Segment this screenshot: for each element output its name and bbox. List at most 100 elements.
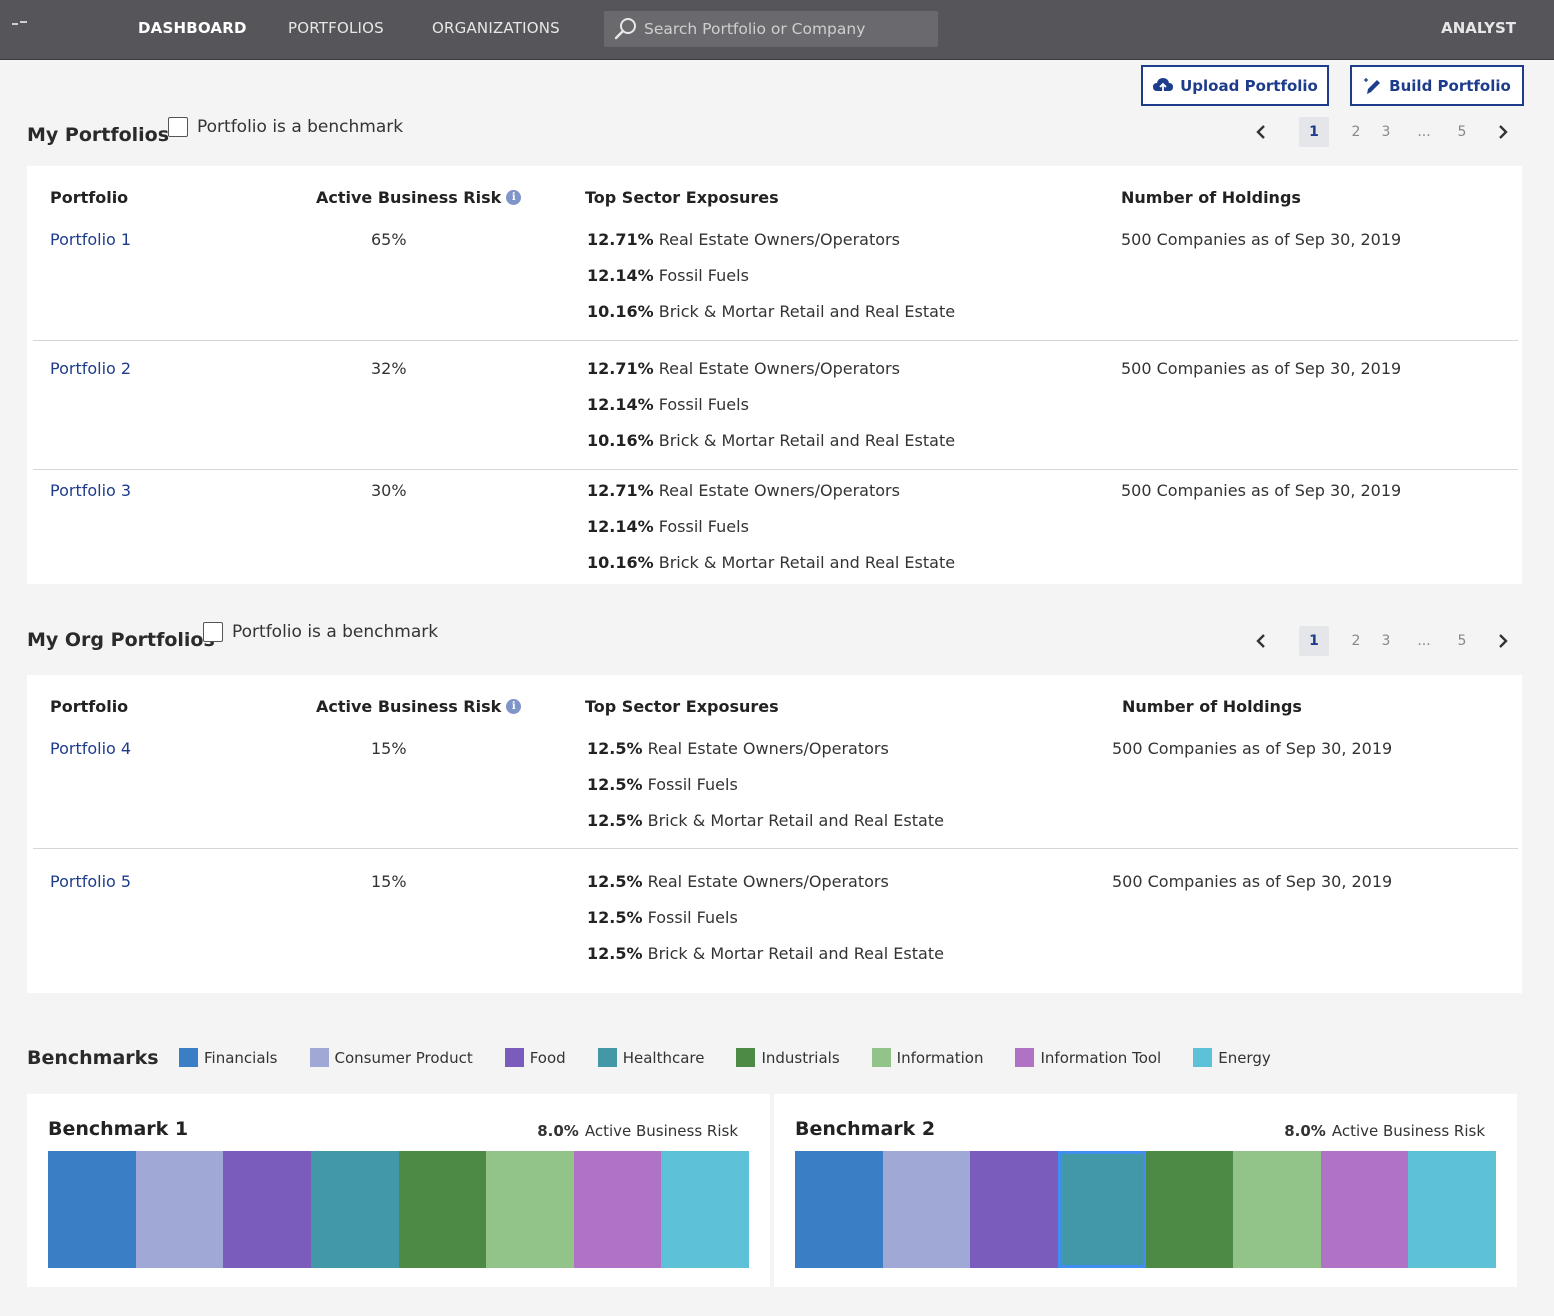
benchmark-card[interactable]: Benchmark 2 8.0% Active Business Risk: [774, 1094, 1517, 1287]
benchmark-checkbox[interactable]: [203, 622, 223, 642]
sector-segment-energy[interactable]: [661, 1151, 749, 1268]
next-page-icon[interactable]: [1495, 121, 1511, 143]
sector-segment-consumer-product[interactable]: [135, 1151, 224, 1268]
column-top-sector-exposures: Top Sector Exposures: [585, 697, 779, 716]
legend-swatch: [597, 1048, 617, 1067]
upload-portfolio-button[interactable]: Upload Portfolio: [1141, 65, 1329, 106]
prev-page-icon[interactable]: [1253, 630, 1269, 652]
portfolio-link[interactable]: Portfolio 1: [50, 230, 132, 249]
page-ellipsis: ...: [1417, 124, 1431, 140]
org-portfolios-table: Portfolio Active Business Risk i Top Sec…: [27, 675, 1522, 993]
portfolio-link[interactable]: Portfolio 5: [50, 872, 132, 891]
table-row: Portfolio 4 15% 12.5% Real Estate Owners…: [33, 733, 1518, 849]
column-portfolio: Portfolio: [50, 697, 129, 716]
column-label: Active Business Risk: [316, 697, 502, 716]
nav-organizations[interactable]: ORGANIZATIONS: [432, 19, 560, 37]
benchmark-card[interactable]: Benchmark 1 8.0% Active Business Risk: [27, 1094, 770, 1287]
column-active-business-risk: Active Business Risk i: [316, 697, 522, 716]
my-portfolios-table: Portfolio Active Business Risk i Top Sec…: [27, 166, 1522, 584]
benchmarks-legend: Financials Consumer Product Food Healthcare…: [179, 1048, 1303, 1067]
org-portfolios-benchmark-toggle[interactable]: Portfolio is a benchmark: [203, 622, 438, 642]
table-row: Portfolio 3 30% 12.71% Real Estate Owner…: [33, 470, 1518, 584]
portfolio-link[interactable]: Portfolio 2: [50, 359, 132, 378]
sector-segment-information[interactable]: [486, 1151, 574, 1268]
holdings-count: 500 Companies as of Sep 30, 2019: [1121, 481, 1402, 500]
legend-label: Financials: [204, 1048, 278, 1067]
search-input[interactable]: [644, 16, 929, 42]
page-2[interactable]: 2: [1351, 124, 1361, 140]
my-portfolios-benchmark-toggle[interactable]: Portfolio is a benchmark: [168, 117, 403, 137]
sector-segment-industrials[interactable]: [1145, 1151, 1234, 1268]
active-business-risk-value: 32%: [371, 359, 407, 378]
legend-swatch: [736, 1048, 756, 1067]
sector-segment-food[interactable]: [223, 1151, 311, 1268]
sector-segment-healthcare[interactable]: [310, 1151, 399, 1268]
sector-segment-consumer-product[interactable]: [882, 1151, 971, 1268]
org-portfolios-title: My Org Portfolios: [27, 629, 215, 651]
benchmark-checkbox[interactable]: [168, 117, 188, 137]
sector-exposure: 12.5% Fossil Fuels: [587, 775, 738, 794]
legend-swatch: [309, 1048, 329, 1067]
active-business-risk-value: 65%: [371, 230, 407, 249]
nav-portfolios[interactable]: PORTFOLIOS: [288, 19, 384, 37]
legend-swatch: [504, 1048, 524, 1067]
sector-segment-information-tool[interactable]: [573, 1151, 662, 1268]
sector-exposure: 12.71% Real Estate Owners/Operators: [587, 359, 900, 378]
legend-label: Energy: [1218, 1048, 1271, 1067]
sector-segment-information-tool[interactable]: [1320, 1151, 1409, 1268]
legend-item: Healthcare: [597, 1048, 705, 1067]
legend-label: Industrials: [761, 1048, 840, 1067]
my-portfolios-title: My Portfolios: [27, 124, 170, 146]
next-page-icon[interactable]: [1495, 630, 1511, 652]
legend-label: Healthcare: [622, 1048, 705, 1067]
sector-exposure: 12.14% Fossil Fuels: [587, 395, 749, 414]
legend-label: Information: [896, 1048, 984, 1067]
search-icon: [614, 18, 636, 40]
page-2[interactable]: 2: [1351, 633, 1361, 649]
user-role-menu[interactable]: ANALYST: [1441, 19, 1516, 37]
page-1[interactable]: 1: [1299, 626, 1329, 656]
active-business-risk-value: 15%: [371, 872, 407, 891]
benchmark-name: Benchmark 1: [48, 1118, 189, 1140]
nav-dashboard[interactable]: DASHBOARD: [138, 19, 247, 37]
legend-item: Financials: [179, 1048, 278, 1067]
page-3[interactable]: 3: [1381, 633, 1391, 649]
holdings-count: 500 Companies as of Sep 30, 2019: [1121, 230, 1402, 249]
sector-segment-financials[interactable]: [48, 1151, 136, 1268]
sector-exposure: 12.14% Fossil Fuels: [587, 266, 749, 285]
info-icon[interactable]: i: [506, 699, 522, 714]
holdings-count: 500 Companies as of Sep 30, 2019: [1121, 359, 1402, 378]
sector-exposure: 12.71% Real Estate Owners/Operators: [587, 481, 900, 500]
info-icon[interactable]: i: [506, 190, 522, 205]
my-portfolios-pagination: 1 2 3 ... 5: [1253, 117, 1511, 147]
sector-segment-food[interactable]: [970, 1151, 1058, 1268]
logo-icon[interactable]: [12, 18, 28, 28]
page-1[interactable]: 1: [1299, 117, 1329, 147]
sector-segment-industrials[interactable]: [398, 1151, 487, 1268]
pencil-sparkle-icon: [1364, 77, 1381, 94]
portfolio-link[interactable]: Portfolio 4: [50, 739, 132, 758]
sector-segment-healthcare[interactable]: [1057, 1151, 1146, 1268]
benchmark-sector-bar: [795, 1151, 1496, 1268]
table-row: Portfolio 5 15% 12.5% Real Estate Owners…: [33, 849, 1518, 993]
prev-page-icon[interactable]: [1253, 121, 1269, 143]
portfolio-link[interactable]: Portfolio 3: [50, 481, 132, 500]
page-5[interactable]: 5: [1457, 633, 1467, 649]
sector-exposure: 12.5% Real Estate Owners/Operators: [587, 872, 889, 891]
build-portfolio-button[interactable]: Build Portfolio: [1350, 65, 1524, 106]
sector-segment-energy[interactable]: [1408, 1151, 1496, 1268]
sector-exposure: 12.5% Brick & Mortar Retail and Real Est…: [587, 944, 944, 963]
build-portfolio-label: Build Portfolio: [1389, 76, 1511, 95]
legend-swatch: [1015, 1048, 1035, 1067]
sector-segment-information[interactable]: [1233, 1151, 1321, 1268]
sector-exposure: 12.71% Real Estate Owners/Operators: [587, 230, 900, 249]
benchmarks-title: Benchmarks: [27, 1047, 159, 1069]
holdings-count: 500 Companies as of Sep 30, 2019: [1112, 739, 1393, 758]
sector-segment-financials[interactable]: [795, 1151, 883, 1268]
top-nav: DASHBOARD PORTFOLIOS ORGANIZATIONS ANALY…: [0, 0, 1554, 60]
page-5[interactable]: 5: [1457, 124, 1467, 140]
legend-item: Industrials: [736, 1048, 840, 1067]
active-business-risk-value: 30%: [371, 481, 407, 500]
upload-portfolio-label: Upload Portfolio: [1180, 76, 1318, 95]
page-3[interactable]: 3: [1381, 124, 1391, 140]
